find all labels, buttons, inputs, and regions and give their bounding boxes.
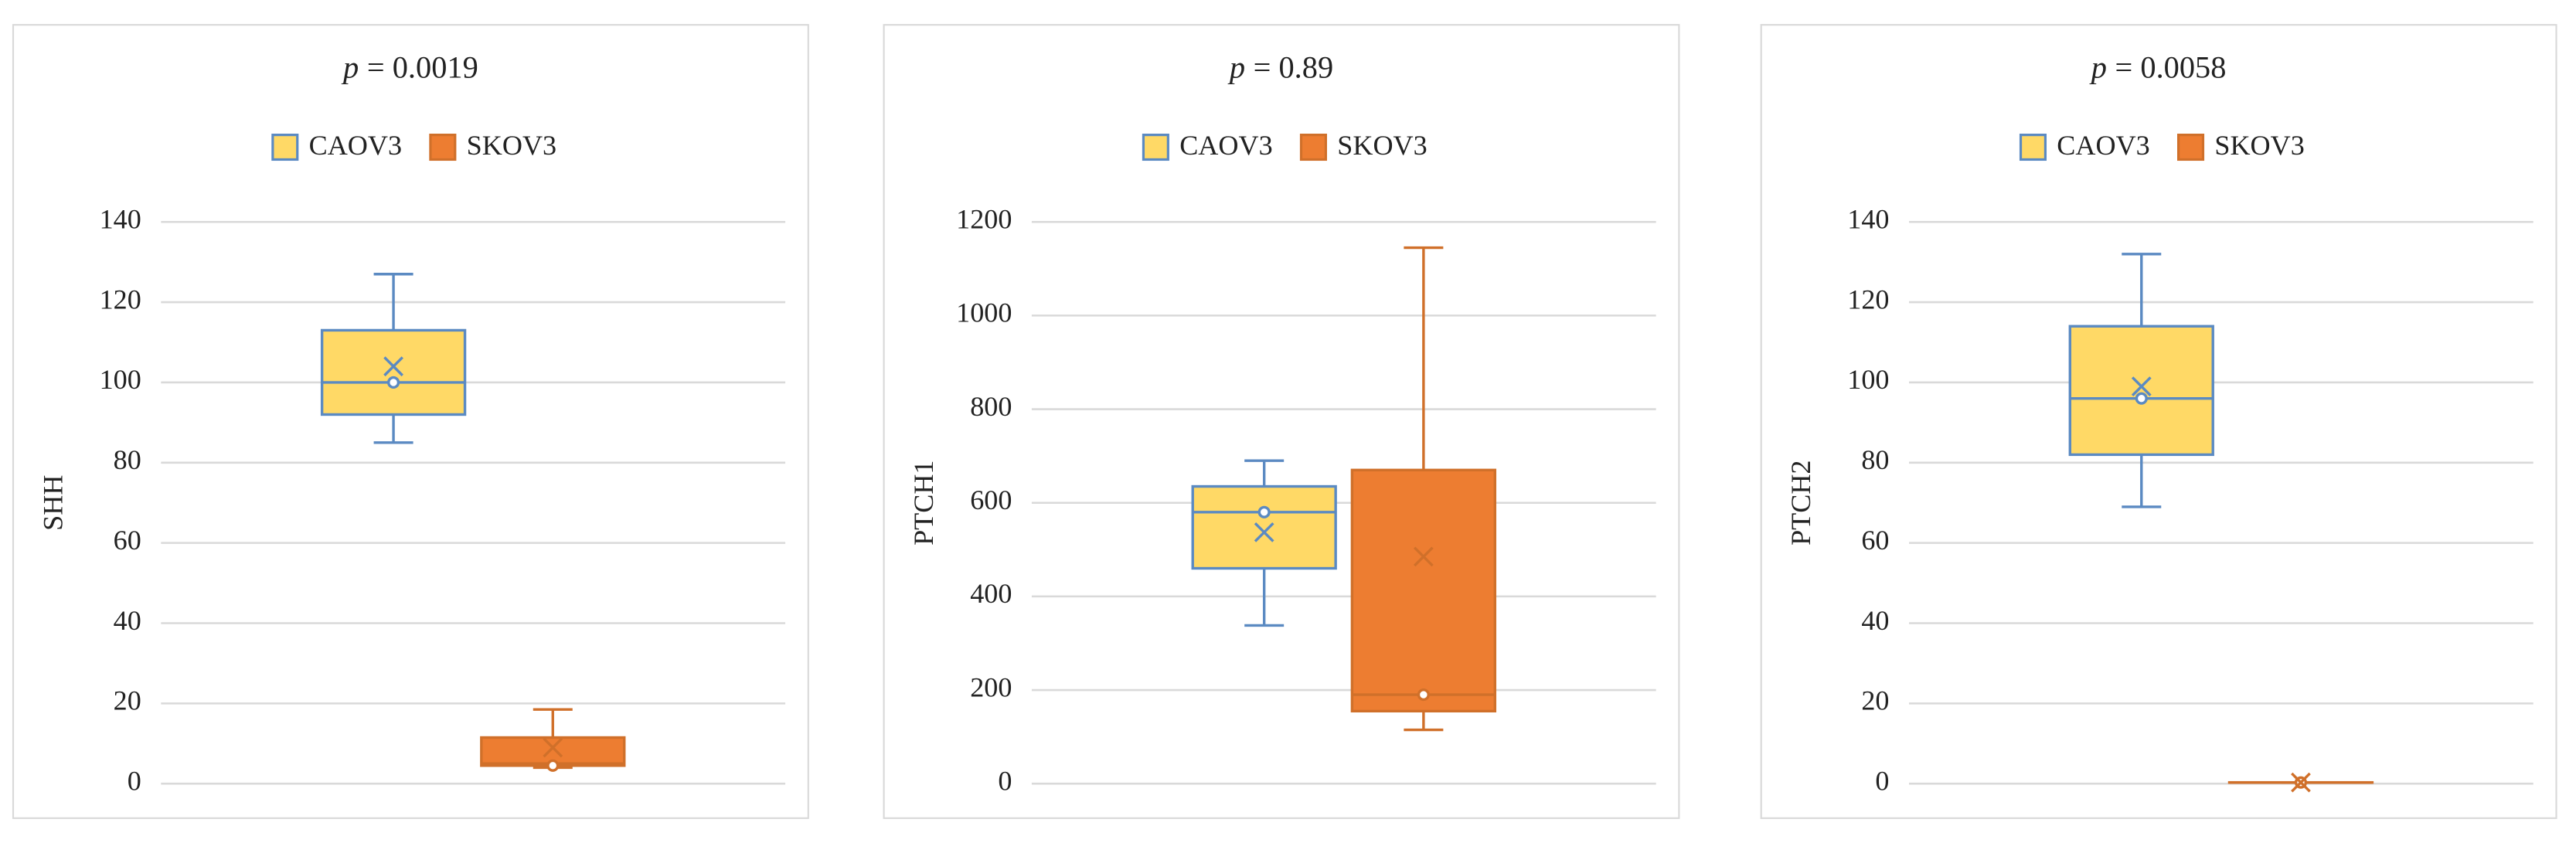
data-point: [546, 759, 560, 772]
y-axis-label: PTCH1: [908, 461, 939, 546]
y-tick-label: 20: [114, 685, 141, 716]
y-tick-label: 400: [970, 578, 1012, 609]
chart-title: p = 0.89: [1227, 50, 1333, 85]
title-value: = 0.0019: [367, 50, 478, 85]
y-tick-label: 20: [1861, 685, 1889, 716]
y-tick-label: 100: [100, 364, 141, 395]
mean-marker: [383, 356, 403, 377]
title-variable: p: [2089, 50, 2107, 85]
y-tick-label: 600: [970, 484, 1012, 515]
title-value: = 0.89: [1254, 50, 1334, 85]
legend-swatch: [1142, 133, 1169, 161]
mean-marker: [1254, 522, 1274, 542]
y-tick-label: 800: [970, 391, 1012, 422]
box: [2068, 325, 2214, 457]
data-point: [2135, 392, 2148, 405]
chart-title: p = 0.0058: [2089, 50, 2227, 85]
y-axis-label: SHH: [38, 475, 69, 531]
legend-label: CAOV3: [309, 130, 402, 161]
y-tick-label: 120: [100, 284, 141, 314]
title-variable: p: [341, 50, 359, 85]
data-point: [1417, 688, 1430, 702]
panel: [883, 24, 1680, 819]
mean-marker: [1413, 546, 1434, 567]
data-point: [1257, 505, 1271, 518]
y-tick-label: 140: [1847, 204, 1889, 235]
y-axis-label: PTCH2: [1785, 461, 1816, 546]
title-value: = 0.0058: [2115, 50, 2227, 85]
mean-marker: [2291, 772, 2311, 793]
y-tick-label: 120: [1847, 284, 1889, 314]
data-point: [387, 376, 400, 389]
legend-swatch: [1299, 133, 1327, 161]
legend-label: SKOV3: [467, 130, 556, 161]
panel: [12, 24, 809, 819]
y-tick-label: 60: [114, 525, 141, 556]
y-tick-label: 40: [1861, 605, 1889, 636]
title-variable: p: [1227, 50, 1245, 85]
y-tick-label: 40: [114, 605, 141, 636]
legend-swatch: [429, 133, 457, 161]
y-tick-label: 140: [100, 204, 141, 235]
chart-title: p = 0.0019: [341, 50, 478, 85]
box: [1191, 484, 1337, 570]
y-tick-label: 0: [128, 765, 141, 796]
legend-label: CAOV3: [1179, 130, 1272, 161]
y-tick-label: 80: [1861, 444, 1889, 475]
legend-swatch: [2019, 133, 2047, 161]
y-tick-label: 0: [998, 765, 1012, 796]
mean-marker: [2131, 376, 2152, 397]
legend-label: CAOV3: [2057, 130, 2149, 161]
box: [1350, 468, 1497, 713]
legend-swatch: [2177, 133, 2205, 161]
legend-label: SKOV3: [2214, 130, 2304, 161]
y-tick-label: 1000: [956, 297, 1012, 328]
y-tick-label: 60: [1861, 525, 1889, 556]
legend-label: SKOV3: [1337, 130, 1427, 161]
y-tick-label: 80: [114, 444, 141, 475]
legend-swatch: [271, 133, 299, 161]
y-tick-label: 0: [1875, 765, 1889, 796]
y-tick-label: 200: [970, 671, 1012, 702]
y-tick-label: 100: [1847, 364, 1889, 395]
y-tick-label: 1200: [956, 204, 1012, 235]
box: [320, 328, 467, 416]
mean-marker: [543, 737, 563, 758]
